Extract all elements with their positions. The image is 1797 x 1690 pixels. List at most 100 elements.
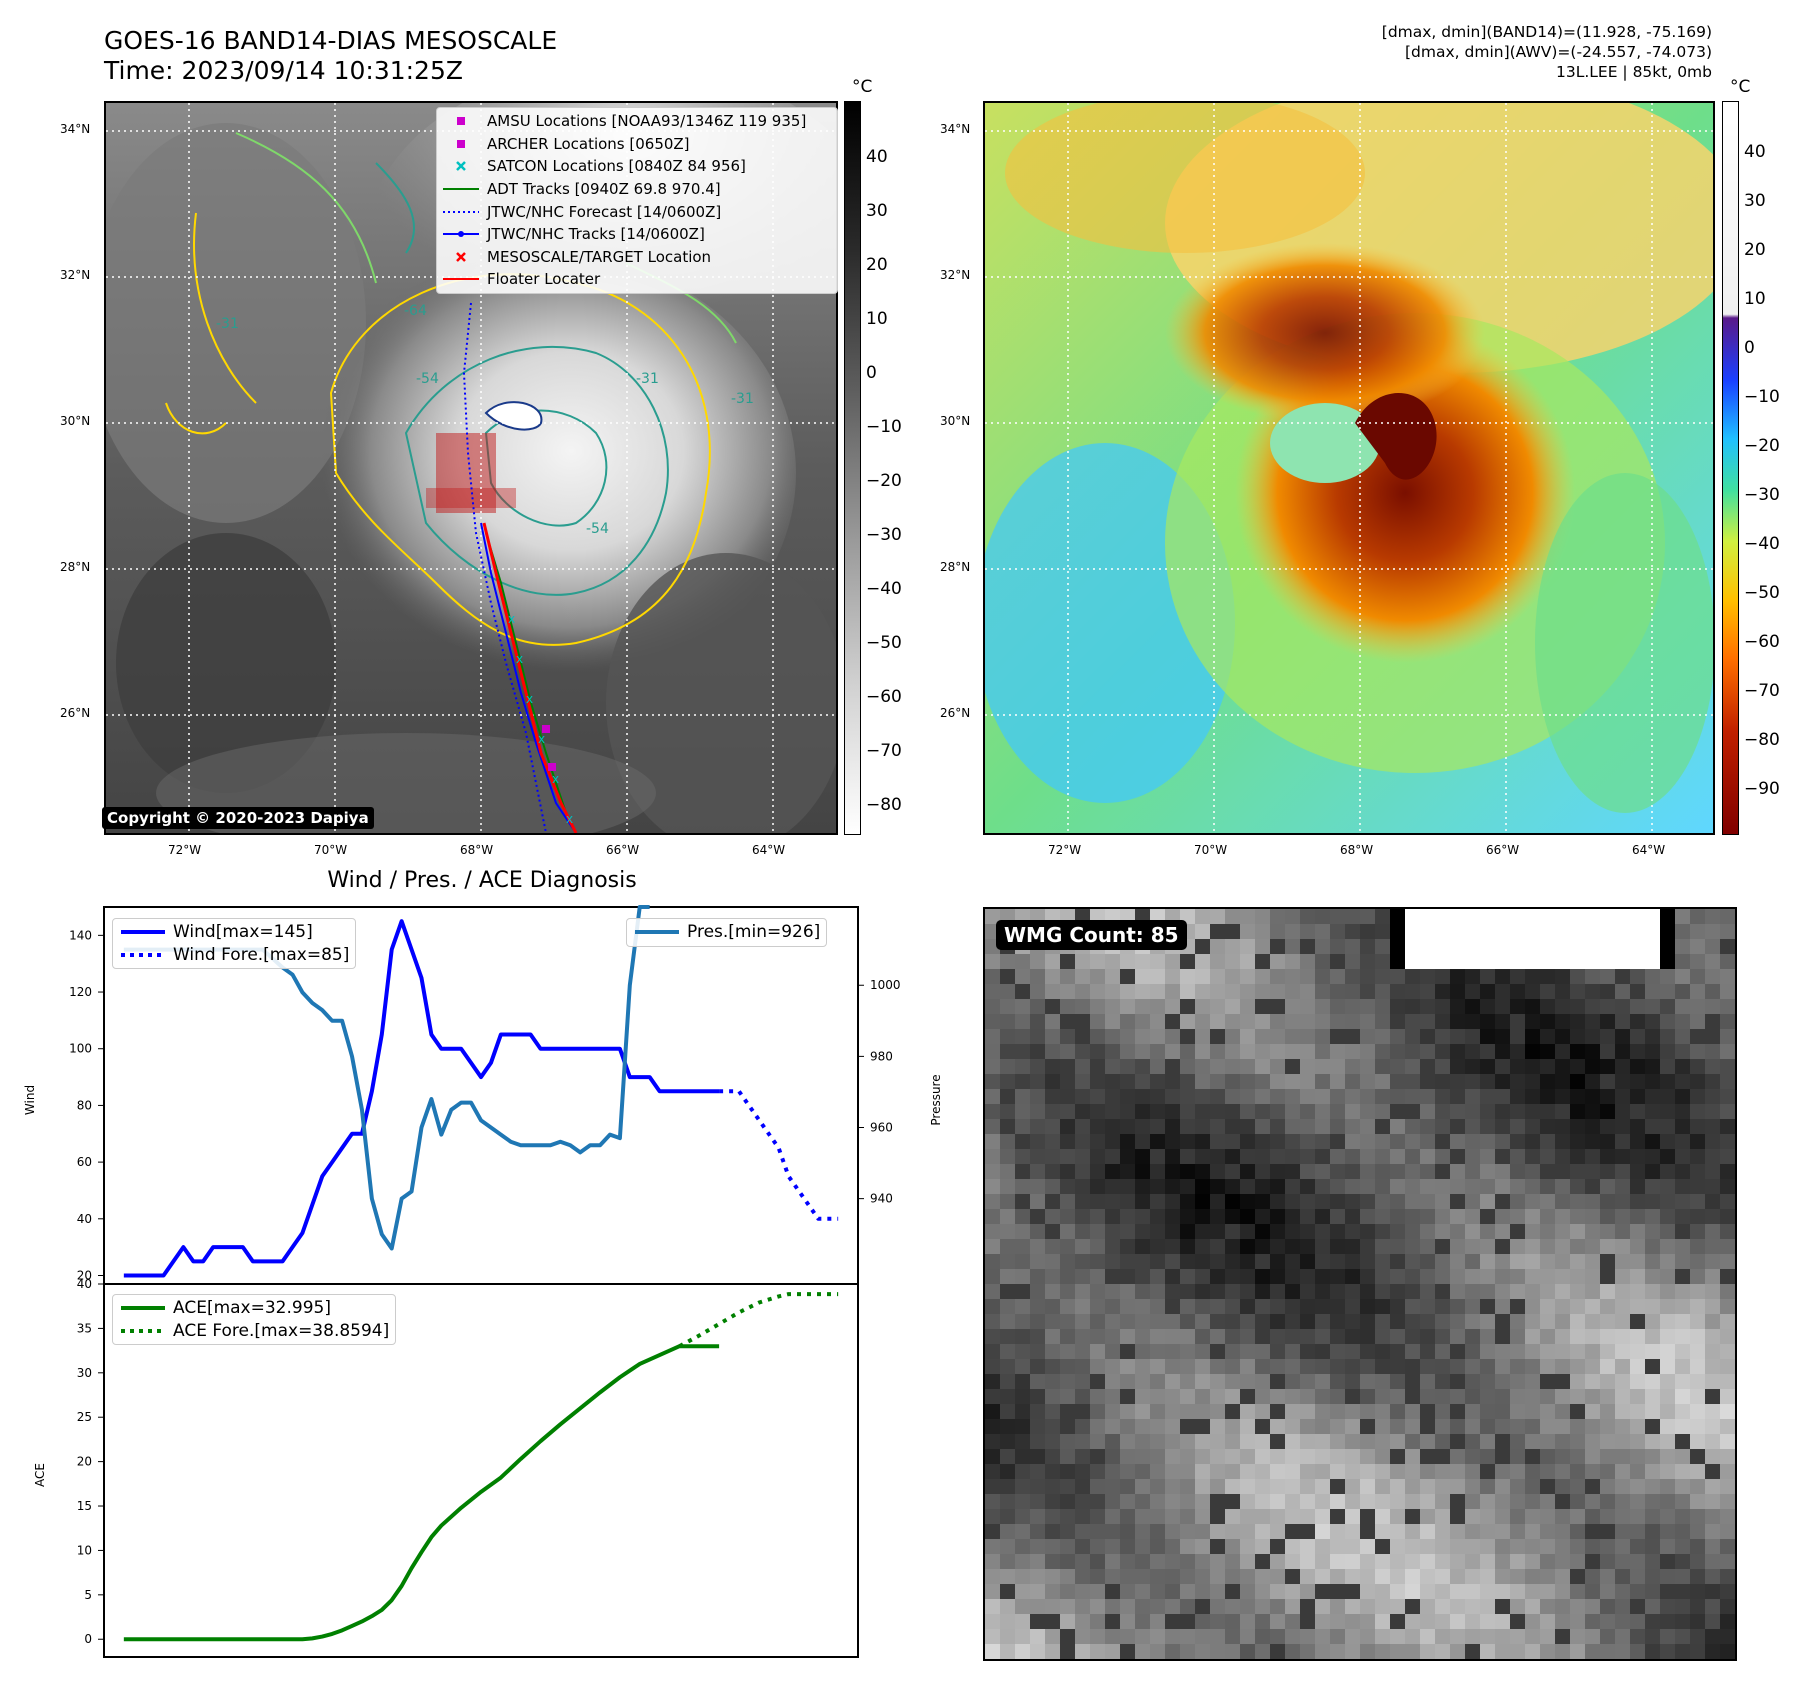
legend-label: ARCHER Locations [0650Z] <box>487 134 690 153</box>
y-tick-label: 25 <box>77 1410 92 1424</box>
enhanced-ir-image <box>985 103 1713 833</box>
stats-line-2: [dmax, dmin](AWV)=(-24.557, -74.073) <box>1405 43 1712 61</box>
wind-axis-label: Wind <box>23 1085 37 1115</box>
ir-cb-tick: −70 <box>866 741 902 761</box>
wmg-count-badge: WMG Count: 85 <box>996 920 1187 950</box>
lat-label: 26°N <box>60 706 91 720</box>
legend-marker <box>441 224 481 244</box>
ace-chart-frame <box>103 1283 859 1658</box>
legend-label: ADT Tracks [0940Z 69.8 970.4] <box>487 180 721 199</box>
ir-cb-tick: 30 <box>866 201 888 221</box>
color-cb-tick: 40 <box>1744 142 1766 162</box>
legend-marker <box>441 111 481 131</box>
ir-cb-tick: −60 <box>866 687 902 707</box>
legend-marker <box>441 134 481 154</box>
legend-item-forecast: JTWC/NHC Forecast [14/0600Z] <box>441 200 833 223</box>
contour-label: -54 <box>586 521 609 537</box>
series-line <box>123 1344 720 1642</box>
lon-label: 66°W <box>1486 843 1520 857</box>
y-tick-label: 40 <box>77 1212 92 1226</box>
y-tick-label: 15 <box>77 1499 92 1513</box>
legend-label: JTWC/NHC Tracks [14/0600Z] <box>487 225 705 244</box>
wmg-panel <box>983 907 1737 1661</box>
svg-text:x: x <box>552 772 559 786</box>
color-cb-tick: 10 <box>1744 289 1766 309</box>
lat-label: 30°N <box>940 414 971 428</box>
color-cb-tick: 30 <box>1744 191 1766 211</box>
ir-cb-tick: −30 <box>866 525 902 545</box>
lat-label: 28°N <box>940 560 971 574</box>
y-tick-label: 5 <box>84 1588 92 1602</box>
color-cb-tick: −20 <box>1744 436 1780 456</box>
enhanced-ir-panel <box>983 101 1715 835</box>
series-line <box>678 1292 839 1348</box>
lon-label: 68°W <box>460 843 494 857</box>
legend-marker <box>441 156 481 176</box>
y-tick-label: 60 <box>77 1155 92 1169</box>
legend-item-tracks: JTWC/NHC Tracks [14/0600Z] <box>441 223 833 246</box>
svg-text:x: x <box>566 812 573 826</box>
y-tick-label: 30 <box>77 1366 92 1380</box>
ir-cb-tick: 20 <box>866 255 888 275</box>
svg-text:x: x <box>516 652 523 666</box>
lat-label: 26°N <box>940 706 971 720</box>
color-cb-tick: 20 <box>1744 240 1766 260</box>
legend-marker <box>441 179 481 199</box>
y-right-tick-label: 960 <box>870 1121 893 1135</box>
ir-cb-tick: −20 <box>866 471 902 491</box>
legend-label: Wind Fore.[max=85] <box>173 944 350 965</box>
color-cb-tick: −70 <box>1744 681 1780 701</box>
ace-axis-label: ACE <box>33 1463 47 1487</box>
figure-title: GOES-16 BAND14-DIAS MESOSCALE Time: 2023… <box>104 26 557 86</box>
ace-legend: ACE[max=32.995] ACE Fore.[max=38.8594] <box>112 1294 397 1346</box>
legend-item-mesoscale: MESOSCALE/TARGET Location <box>441 246 833 269</box>
stats-line-3: 13L.LEE | 85kt, 0mb <box>1555 63 1712 81</box>
y-tick-label: 80 <box>77 1098 92 1112</box>
lat-label: 34°N <box>940 122 971 136</box>
series-line <box>719 1089 839 1221</box>
legend-item-adt: ADT Tracks [0940Z 69.8 970.4] <box>441 178 833 201</box>
legend-marker <box>441 247 481 267</box>
y-tick-label: 20 <box>77 1455 92 1469</box>
y-tick-label: 35 <box>77 1321 92 1335</box>
contour-label: -54 <box>416 371 439 387</box>
title-line-1: GOES-16 BAND14-DIAS MESOSCALE <box>104 26 558 55</box>
ir-colorbar-unit: °C <box>852 77 873 97</box>
color-cb-tick: 0 <box>1744 338 1755 358</box>
lon-label: 70°W <box>314 843 348 857</box>
wmg-image <box>985 909 1735 1659</box>
legend-item-wind: Wind[max=145] <box>119 921 349 944</box>
color-cb-tick: −40 <box>1744 534 1780 554</box>
legend-label: Wind[max=145] <box>173 922 313 943</box>
color-cb-tick: −10 <box>1744 387 1780 407</box>
y-tick-label: 40 <box>77 1277 92 1291</box>
lon-label: 70°W <box>1194 843 1228 857</box>
contour-label: -64 <box>404 303 427 319</box>
title-line-2: Time: 2023/09/14 10:31:25Z <box>104 56 463 85</box>
y-tick-label: 100 <box>69 1042 92 1056</box>
ace-chart: 0 5 10 15 20 25 30 35 40 <box>77 1277 859 1658</box>
lon-label: 64°W <box>752 843 786 857</box>
legend-item-satcon: SATCON Locations [0840Z 84 956] <box>441 155 833 178</box>
y-tick-label: 20 <box>77 1268 92 1282</box>
lat-label: 32°N <box>60 268 91 282</box>
legend-label: Pres.[min=926] <box>687 922 821 943</box>
color-colorbar-ticks: 40 30 20 10 0 −10 −20 −30 −40 −50 −60 −7… <box>1744 101 1794 835</box>
color-cb-tick: −30 <box>1744 485 1780 505</box>
chart-title: Wind / Pres. / ACE Diagnosis <box>327 868 636 893</box>
y-right-tick-label: 980 <box>870 1049 893 1063</box>
legend-label: MESOSCALE/TARGET Location <box>487 247 712 266</box>
legend-label: JTWC/NHC Forecast [14/0600Z] <box>487 202 722 221</box>
legend-marker <box>119 922 167 942</box>
legend-label: Floater Locater <box>487 270 601 289</box>
pressure-axis-label: Pressure <box>929 1074 940 1125</box>
legend-label: ACE Fore.[max=38.8594] <box>173 1320 390 1341</box>
y-tick-label: 140 <box>69 928 92 942</box>
color-colorbar <box>1722 101 1739 835</box>
legend-item-ace: ACE[max=32.995] <box>119 1297 389 1320</box>
wind-legend: Wind[max=145] Wind Fore.[max=85] <box>112 918 357 970</box>
lon-label: 72°W <box>1048 843 1082 857</box>
contour-label: -31 <box>731 391 754 407</box>
contour-label: -31 <box>636 371 659 387</box>
legend-marker <box>119 1321 167 1341</box>
